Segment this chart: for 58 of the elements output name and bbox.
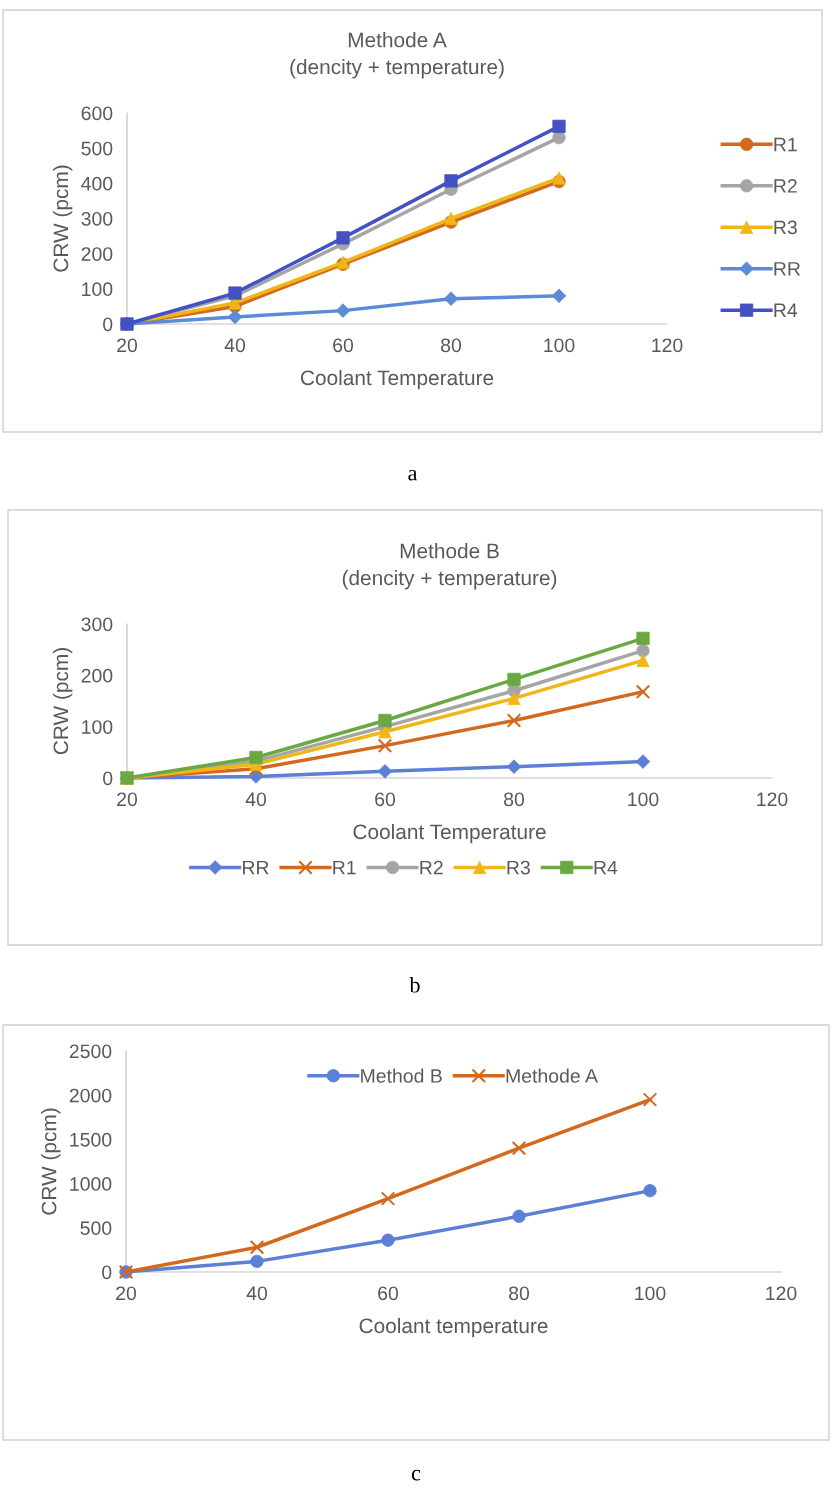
y-tick-label: 200 xyxy=(81,247,113,261)
x-tick-label: 120 xyxy=(766,1286,797,1301)
x-tick-label: 80 xyxy=(504,792,525,807)
x-tick-label: 60 xyxy=(333,338,354,353)
y-tick-label: 2000 xyxy=(69,1088,112,1103)
x-tick-label: 40 xyxy=(246,1286,268,1301)
y-tick-label: 400 xyxy=(81,176,113,191)
legend-label: R3 xyxy=(507,860,530,875)
legend-label: R1 xyxy=(333,860,356,875)
y-tick-label: 200 xyxy=(81,668,113,683)
legend-label: R3 xyxy=(774,220,797,235)
y-tick-label: 1500 xyxy=(70,1132,112,1147)
y-tick-label: 0 xyxy=(102,1265,112,1280)
x-tick-label: 100 xyxy=(544,338,575,353)
y-tick-label: 100 xyxy=(82,720,113,734)
text: c xyxy=(411,1469,421,1481)
legend-label: RR xyxy=(243,860,269,875)
y-tick-label: 300 xyxy=(81,617,113,632)
y-tick-label: 0 xyxy=(103,771,113,786)
y-tick-label: 0 xyxy=(103,317,113,332)
x-tick-label: 120 xyxy=(757,792,788,807)
legend-label: R1 xyxy=(774,137,797,152)
x-tick-label: 60 xyxy=(378,1286,399,1301)
x-axis-title: Coolant Temperature xyxy=(353,823,546,844)
y-tick-label: 1000 xyxy=(70,1177,112,1191)
x-tick-label: 60 xyxy=(375,792,396,807)
chart-title: Methode B (dencity + temperature) xyxy=(342,543,557,590)
x-tick-label: 20 xyxy=(116,1286,137,1301)
x-tick-label: 80 xyxy=(509,1286,530,1301)
y-axis-title: CRW (pcm) xyxy=(41,1108,61,1215)
y-tick-label: 500 xyxy=(81,141,113,156)
legend-label: R2 xyxy=(774,179,797,193)
x-tick-label: 40 xyxy=(245,792,267,807)
x-axis-title: Coolant Temperature xyxy=(300,369,494,390)
x-tick-label: 80 xyxy=(441,338,462,353)
y-tick-label: 100 xyxy=(82,282,113,297)
chart-title: Methode A (dencity + temperature) xyxy=(290,32,504,79)
legend-label: Method B xyxy=(361,1068,442,1083)
x-tick-label: 20 xyxy=(117,338,138,353)
x-tick-label: 40 xyxy=(224,338,246,353)
y-tick-label: 300 xyxy=(81,211,113,226)
y-tick-label: 600 xyxy=(81,106,113,121)
x-tick-label: 20 xyxy=(117,792,138,807)
y-axis-title: CRW (pcm) xyxy=(52,648,73,755)
legend-label: R4 xyxy=(594,860,618,875)
y-tick-label: 500 xyxy=(80,1221,112,1236)
x-tick-label: 100 xyxy=(635,1286,666,1301)
text: a xyxy=(408,469,418,481)
x-axis-title: Coolant temperature xyxy=(359,1317,548,1338)
y-tick-label: 2500 xyxy=(69,1044,112,1059)
legend-label: R4 xyxy=(774,303,798,317)
legend-label: RR xyxy=(774,262,801,276)
y-axis-title: CRW (pcm) xyxy=(52,165,73,272)
x-tick-label: 100 xyxy=(628,792,659,807)
x-tick-label: 120 xyxy=(652,338,683,353)
legend-label: R2 xyxy=(420,860,443,875)
legend-label: Methode A xyxy=(506,1068,598,1083)
text: b xyxy=(409,976,420,993)
